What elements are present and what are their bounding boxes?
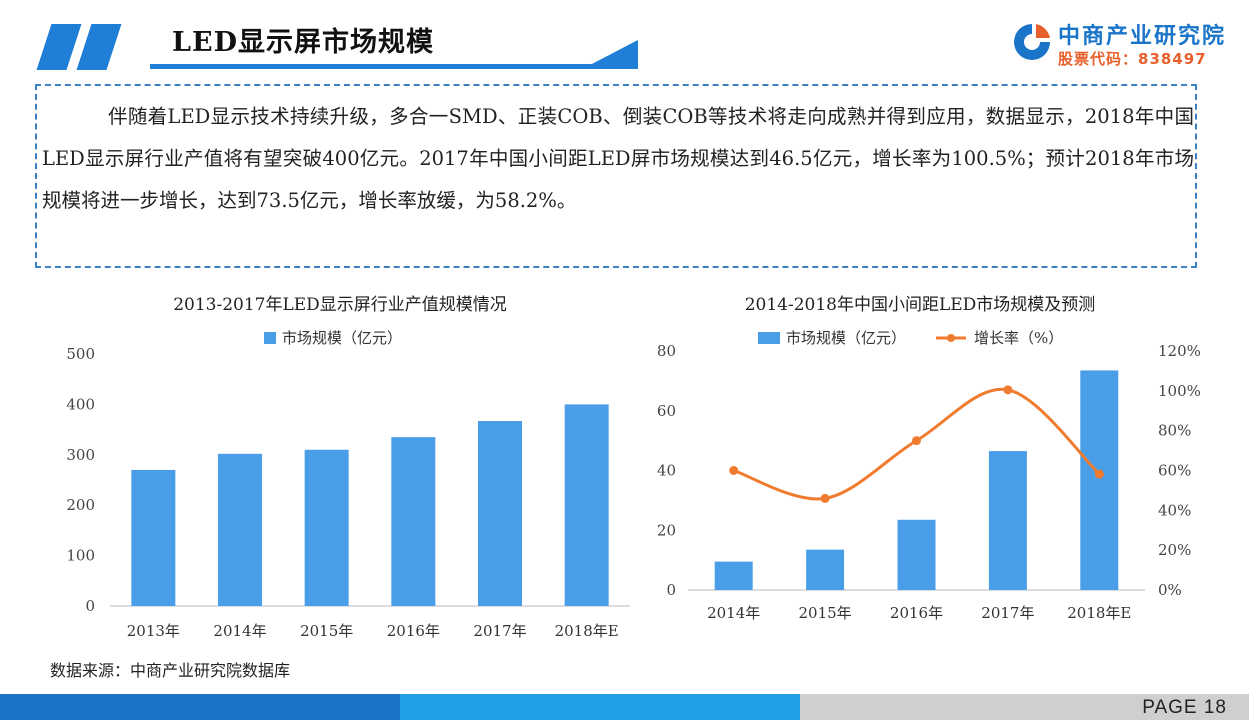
header-decoration-slash: [36, 24, 82, 70]
x-tick-label: 2016年: [890, 604, 943, 622]
chart1-title: 2013-2017年LED显示屏行业产值规模情况: [173, 295, 507, 315]
growth-rate-point: [912, 436, 921, 446]
x-tick-label: 2015年: [799, 604, 852, 622]
growth-rate-point: [820, 493, 830, 503]
bar: [478, 421, 522, 606]
y-tick-label: 0: [666, 581, 676, 599]
y2-tick-label: 100%: [1158, 382, 1200, 400]
chart1-led-output-bar-chart: 市场规模（亿元） 0 100 200 300 400 500 2013年 2014年 2015年 2…: [66, 329, 630, 640]
company-stock-code: 股票代码：838497: [1058, 50, 1207, 68]
header-decoration-slash: [76, 24, 122, 70]
footer-bar: [0, 694, 1249, 720]
x-tick-label: 2016年: [387, 622, 440, 640]
bar: [806, 549, 845, 590]
footer-bar-segment: [0, 694, 400, 720]
x-tick-label: 2017年: [473, 622, 526, 640]
chart2-title: 2014-2018年中国小间距LED市场规模及预测: [744, 295, 1096, 315]
x-tick-label: 2014年: [707, 604, 760, 622]
y-tick-label: 300: [66, 446, 95, 464]
chart2-fine-pitch-led-combo-chart: 市场规模（亿元） 增长率（%） 0 20 40 60 80 0% 20% 40% 60% 80% 100…: [657, 329, 1200, 622]
bar: [897, 519, 936, 590]
y-tick-label: 0: [85, 597, 95, 615]
bar: [131, 469, 176, 606]
intro-text-box: [35, 84, 1197, 268]
x-tick-label: 2013年: [127, 622, 180, 640]
growth-rate-point: [1003, 385, 1013, 395]
x-tick-label: 2015年: [300, 622, 353, 640]
legend-label: 增长率（%）: [974, 329, 1063, 347]
page-title: LED显示屏市场规模: [172, 27, 434, 58]
y-tick-label: 20: [657, 521, 676, 539]
intro-paragraph: 伴随着LED显示技术持续升级，多合一SMD、正装COB、倒装COB等技术将走向成…: [42, 105, 1194, 212]
company-logo-icon: [1014, 24, 1050, 60]
title-underline: [150, 64, 638, 69]
legend-label: 市场规模（亿元）: [282, 329, 402, 347]
bar: [218, 453, 262, 606]
y2-tick-label: 120%: [1158, 342, 1200, 360]
data-source-note: 数据来源：中商产业研究院数据库: [50, 661, 291, 680]
y2-tick-label: 20%: [1158, 541, 1191, 559]
bar: [714, 561, 753, 590]
x-tick-label: 2018年E: [1067, 604, 1131, 622]
legend-swatch-bar: [758, 332, 780, 344]
y-tick-label: 200: [66, 496, 95, 514]
bar: [988, 451, 1027, 590]
x-tick-label: 2014年: [213, 622, 266, 640]
bar: [391, 437, 436, 606]
company-logo-name: 中商产业研究院: [1058, 24, 1227, 49]
growth-rate-point: [1094, 469, 1104, 479]
y-tick-label: 40: [657, 462, 676, 480]
legend-swatch-marker: [947, 334, 955, 342]
y2-tick-label: 60%: [1158, 462, 1191, 480]
x-tick-label: 2018年E: [555, 622, 619, 640]
page-number: PAGE 18: [1142, 697, 1227, 718]
y-tick-label: 500: [66, 345, 95, 363]
y-tick-label: 60: [657, 402, 676, 420]
y-tick-label: 400: [66, 395, 95, 413]
bar: [564, 404, 609, 606]
y-tick-label: 100: [66, 547, 95, 565]
title-underline-triangle: [588, 40, 638, 66]
footer-bar-segment: [400, 694, 800, 720]
x-tick-label: 2017年: [981, 604, 1034, 622]
growth-rate-point: [729, 466, 739, 475]
y2-tick-label: 0%: [1158, 581, 1182, 599]
y-tick-label: 80: [657, 342, 676, 360]
legend-swatch: [264, 332, 276, 344]
bar: [1080, 370, 1119, 590]
y2-tick-label: 40%: [1158, 501, 1191, 519]
legend-label: 市场规模（亿元）: [786, 329, 906, 347]
footer-bar-segment: [800, 694, 1249, 720]
bar: [304, 449, 349, 606]
y2-tick-label: 80%: [1158, 422, 1191, 440]
